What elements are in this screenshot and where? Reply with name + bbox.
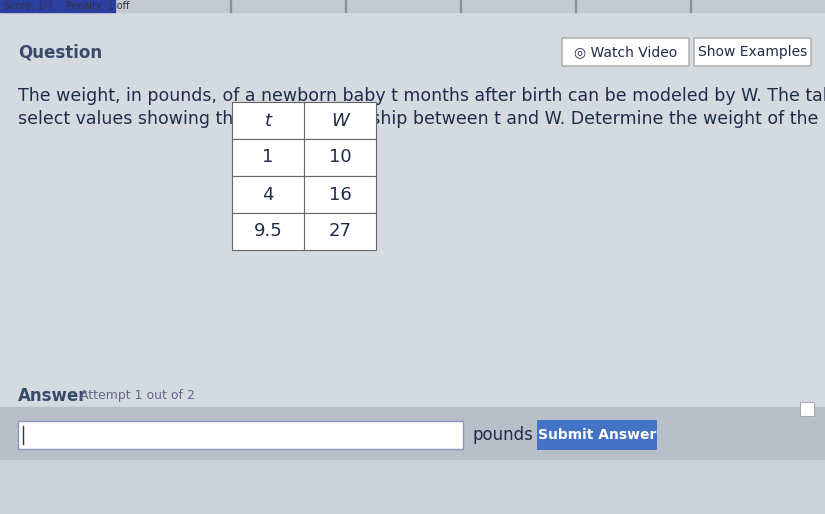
- Text: t: t: [265, 112, 271, 130]
- Text: 27: 27: [328, 223, 351, 241]
- Bar: [0, 13, 825, 459]
- Text: select values showing the linear relationship between t and W. Determine the wei: select values showing the linear relatio…: [18, 110, 825, 128]
- Bar: [304, 139, 376, 176]
- Text: 10: 10: [328, 149, 351, 167]
- Bar: [0, 0, 115, 12]
- Text: W: W: [331, 112, 349, 130]
- Bar: [232, 213, 304, 250]
- Text: pounds: pounds: [473, 426, 534, 444]
- Bar: [232, 102, 304, 139]
- Bar: [345, 0, 346, 12]
- Text: 1: 1: [262, 149, 274, 167]
- Bar: [0, 407, 825, 459]
- Text: ◎ Watch Video: ◎ Watch Video: [574, 45, 677, 59]
- Text: Submit Answer: Submit Answer: [538, 428, 656, 442]
- Bar: [690, 0, 691, 12]
- Text: Answer: Answer: [18, 387, 87, 405]
- Text: Question: Question: [18, 43, 102, 61]
- Bar: [18, 421, 463, 449]
- Text: 16: 16: [328, 186, 351, 204]
- Bar: [304, 213, 376, 250]
- Bar: [800, 402, 814, 416]
- Bar: [0, 0, 825, 12]
- Text: Attempt 1 out of 2: Attempt 1 out of 2: [80, 390, 195, 402]
- Text: The weight, in pounds, of a newborn baby t months after birth can be modeled by : The weight, in pounds, of a newborn baby…: [18, 87, 825, 105]
- Text: Show Examples: Show Examples: [698, 45, 807, 59]
- FancyBboxPatch shape: [562, 38, 689, 66]
- Bar: [232, 176, 304, 213]
- Bar: [232, 139, 304, 176]
- Bar: [575, 0, 576, 12]
- Bar: [304, 102, 376, 139]
- Bar: [304, 176, 376, 213]
- FancyBboxPatch shape: [694, 38, 811, 66]
- Bar: [230, 0, 231, 12]
- FancyBboxPatch shape: [537, 420, 657, 450]
- Bar: [460, 0, 461, 12]
- Text: 4: 4: [262, 186, 274, 204]
- Text: Score: 1/7    Penalty: 1 off: Score: 1/7 Penalty: 1 off: [4, 1, 130, 11]
- Text: 9.5: 9.5: [253, 223, 282, 241]
